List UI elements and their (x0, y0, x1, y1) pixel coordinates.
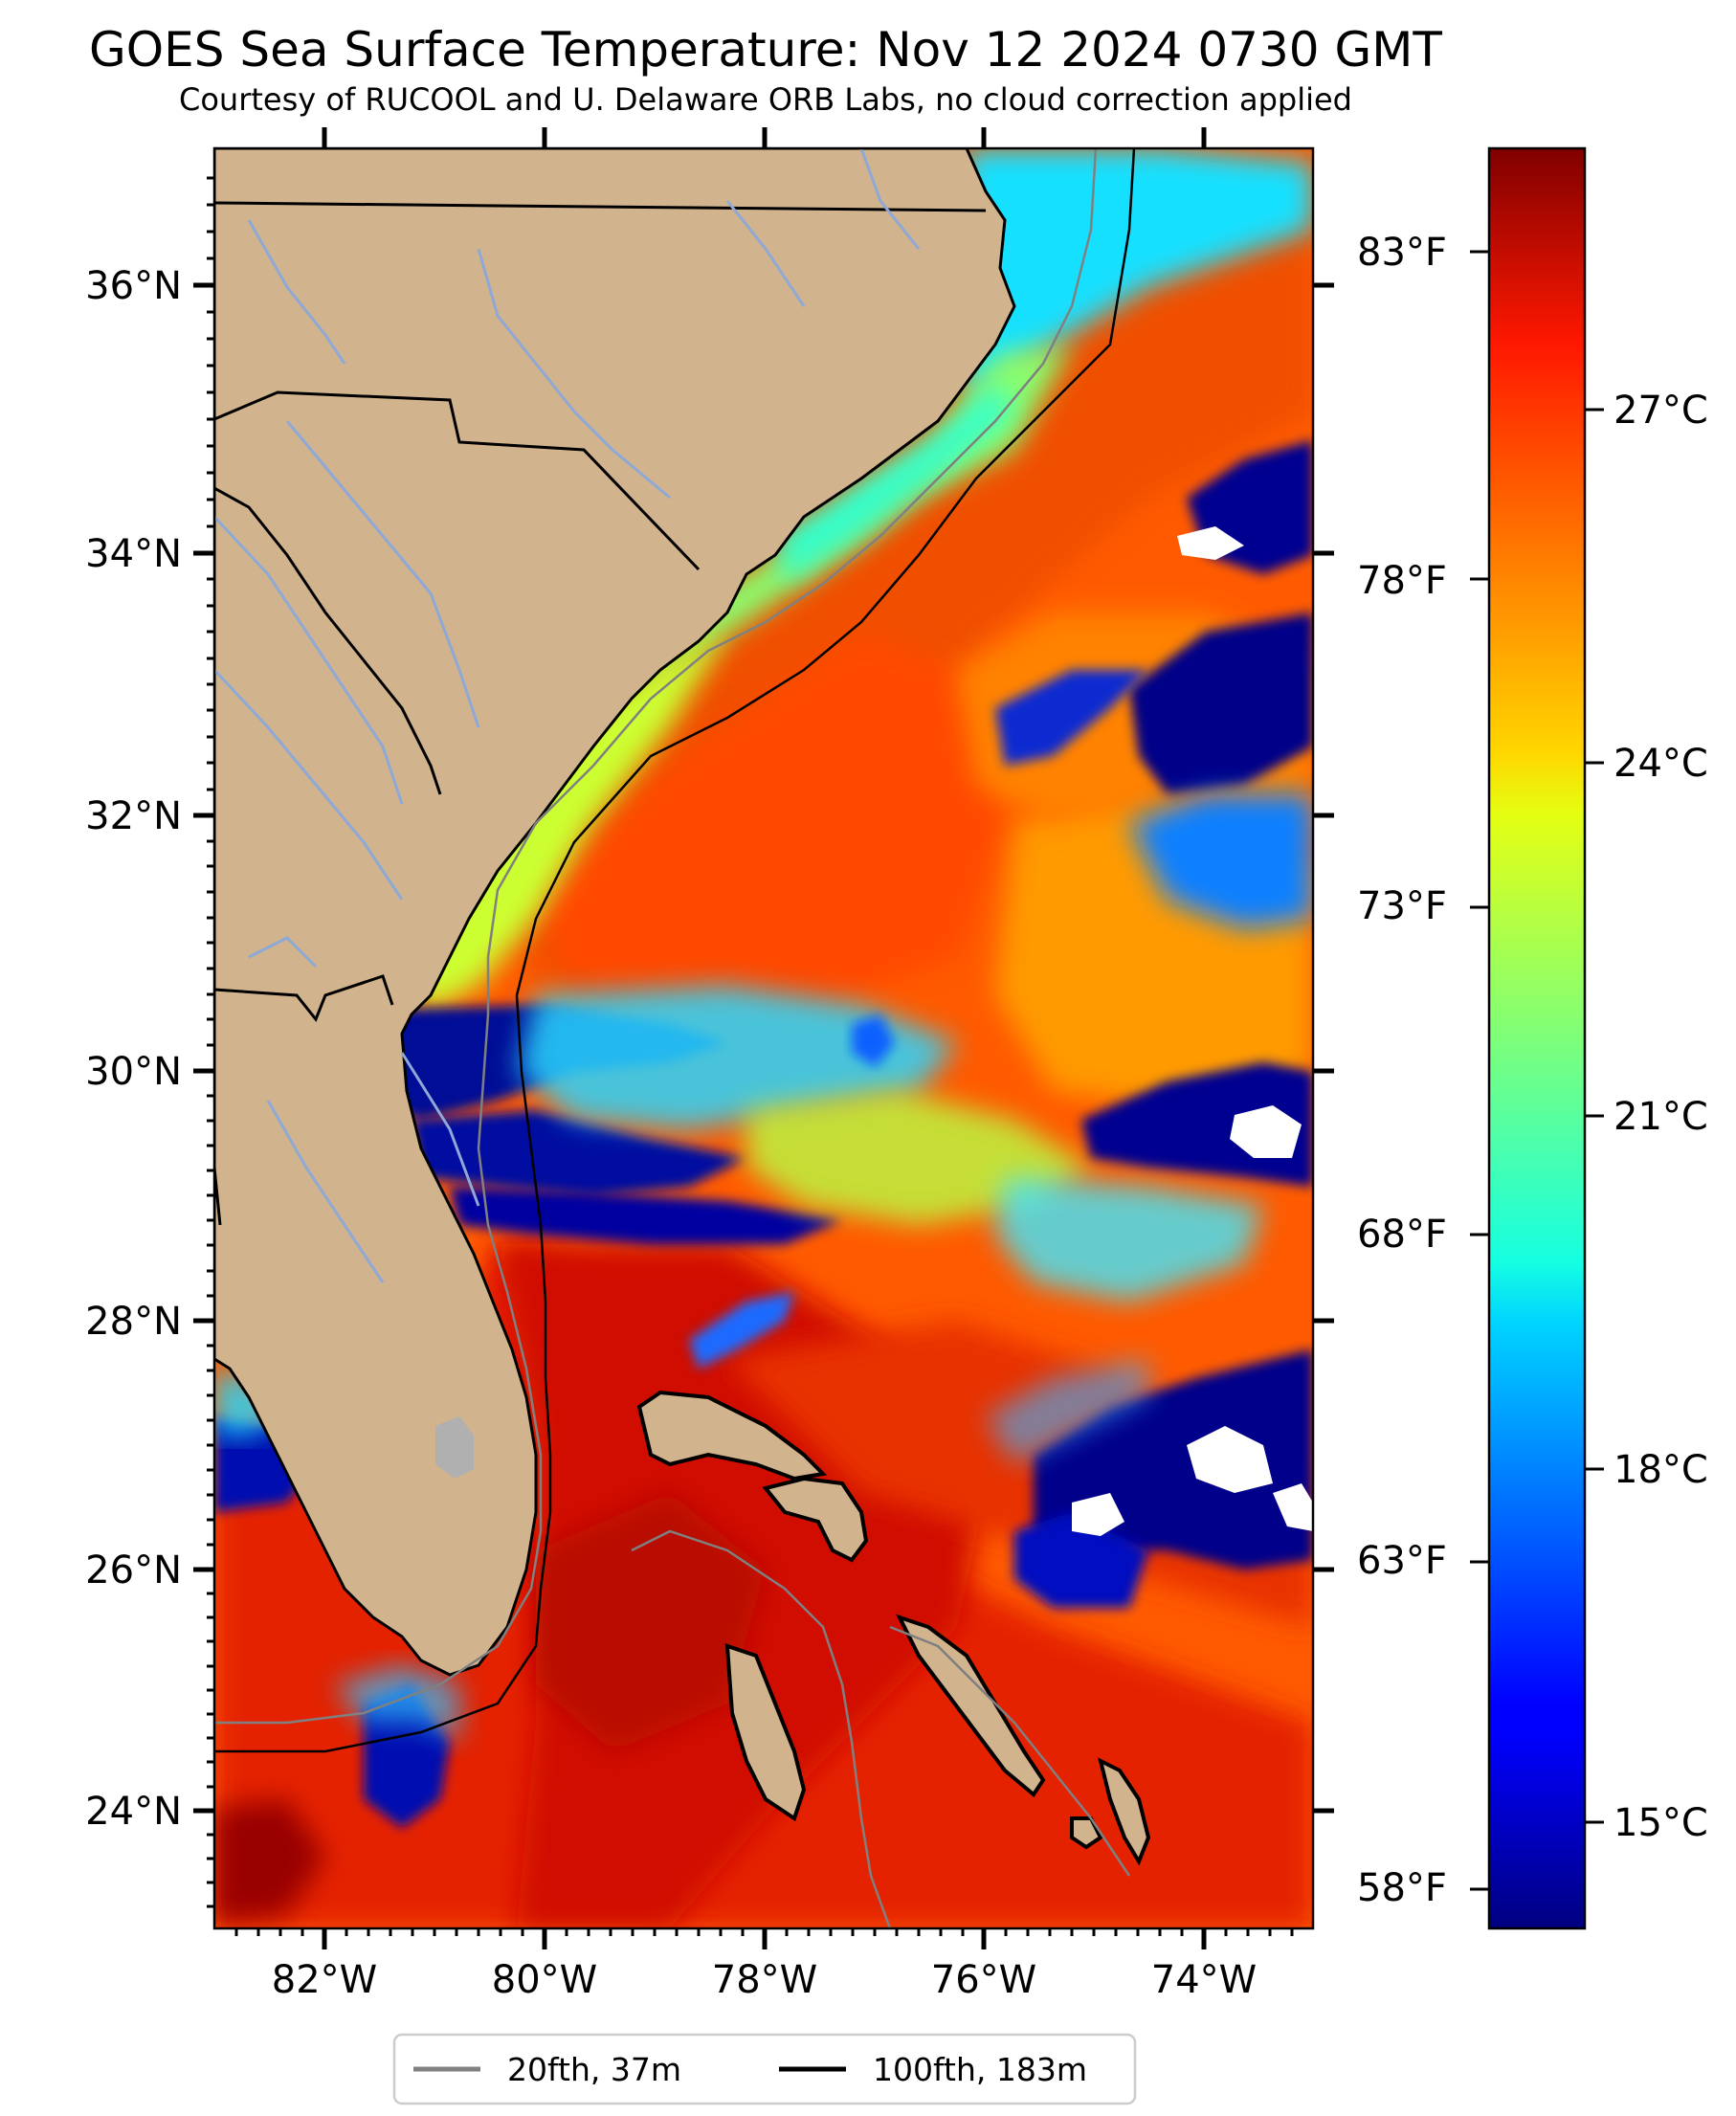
lon-label-82w: 82°W (272, 1958, 377, 2002)
land-eleuthera (896, 1614, 1046, 1797)
colorbar (1487, 146, 1587, 1930)
sst-map (214, 148, 1313, 1928)
lat-label-24n: 24°N (85, 1790, 182, 1834)
lon-label-80w: 80°W (492, 1958, 597, 2002)
cool-patch-28n (689, 1292, 794, 1369)
nodata-patch-2 (1230, 1105, 1302, 1158)
land-small-cays (1070, 1816, 1103, 1850)
shelf-water-nc-inner (775, 383, 1014, 584)
state-border-ga-fl (214, 974, 394, 1022)
nodata-patch-3 (1187, 1426, 1273, 1493)
lat-label-34n: 34°N (85, 532, 182, 576)
fahrenheit-label-58: 58°F (1357, 1866, 1447, 1910)
shelf-water-north (947, 148, 1313, 402)
lat-ticks (193, 282, 1334, 1814)
state-border-nc-sc (214, 390, 701, 571)
isobath-100fth (214, 148, 1136, 1753)
lat-label-32n: 32°N (85, 794, 182, 838)
cool-spot-30n (852, 1014, 895, 1067)
lat-label-36n: 36°N (85, 264, 182, 308)
state-border-sc-ga (214, 486, 442, 795)
cloud-band-285n (450, 1187, 842, 1244)
lat-label-26n: 26°N (85, 1548, 182, 1593)
cloud-east-33n (1129, 613, 1313, 794)
fahrenheit-label-63: 63°F (1357, 1539, 1447, 1583)
colorbar-label-21c: 21°C (1614, 1095, 1708, 1139)
chart-subtitle: Courtesy of RUCOOL and U. Delaware ORB L… (179, 81, 1352, 118)
cool-halo-27n (986, 1359, 1148, 1464)
isobath-20fth-bahamas (631, 1529, 892, 1928)
land-abaco (762, 1476, 869, 1563)
warm-core (536, 1493, 766, 1751)
lon-label-76w: 76°W (931, 1958, 1036, 2002)
colorbar-label-15c: 15°C (1614, 1801, 1708, 1845)
lon-label-74w: 74°W (1151, 1958, 1257, 2002)
colorbar-label-24c: 24°C (1614, 742, 1708, 786)
cloud-band-29n (412, 1110, 746, 1196)
lat-minor-ticks (207, 176, 214, 1908)
lon-minor-ticks (234, 1928, 1294, 1936)
legend-box (392, 2033, 1137, 2105)
warm-midshelf (536, 632, 1005, 1005)
lon-label-78w: 78°W (712, 1958, 817, 2002)
land-andros (724, 1643, 807, 1822)
colorbar-label-27c: 27°C (1614, 389, 1708, 433)
cool-east-28n (995, 1177, 1263, 1302)
dark-red-southwest (214, 1799, 325, 1924)
isobath-20fth-bahamas-east (889, 1625, 1131, 1877)
lon-ticks (322, 127, 1207, 1949)
rivers (214, 148, 921, 1283)
nodata-patch-4 (1072, 1493, 1124, 1536)
lat-label-30n: 30°N (85, 1050, 182, 1094)
fahrenheit-label-83: 83°F (1357, 231, 1447, 275)
nodata-patch-1 (1177, 526, 1244, 560)
isobath-20fth (214, 148, 1098, 1725)
fahrenheit-label-73: 73°F (1357, 884, 1447, 928)
cloud-east-26n (1014, 1512, 1148, 1608)
lake-okeechobee (435, 1416, 474, 1479)
cloud-band-32n (995, 670, 1148, 766)
nodata-patch-5 (1273, 1483, 1313, 1531)
fahrenheit-label-68: 68°F (1357, 1213, 1447, 1257)
colorbar-label-18c: 18°C (1614, 1448, 1708, 1492)
land-cat-island (1098, 1757, 1151, 1866)
fahrenheit-label-78: 78°F (1357, 559, 1447, 603)
shelf-water-ga (402, 632, 727, 1014)
cool-keys-halo (335, 1665, 459, 1742)
cool-east-32n (1129, 794, 1313, 928)
legend-label-20fth: 20fth, 37m (507, 2051, 681, 2088)
lat-label-28n: 28°N (85, 1300, 182, 1344)
colorbar-ticks (1470, 250, 1604, 1891)
state-border-va-nc (214, 201, 987, 212)
legend: 20fth, 37m 100fth, 183m (392, 2033, 1137, 2105)
land-grand-bahama (636, 1390, 828, 1481)
cool-streaks-30n (517, 986, 957, 1129)
land-us-southeast (214, 148, 1016, 1677)
shelf-water-ncsc (392, 345, 1072, 1005)
chart-title: GOES Sea Surface Temperature: Nov 12 202… (89, 22, 1442, 78)
legend-label-100fth: 100fth, 183m (873, 2051, 1087, 2088)
